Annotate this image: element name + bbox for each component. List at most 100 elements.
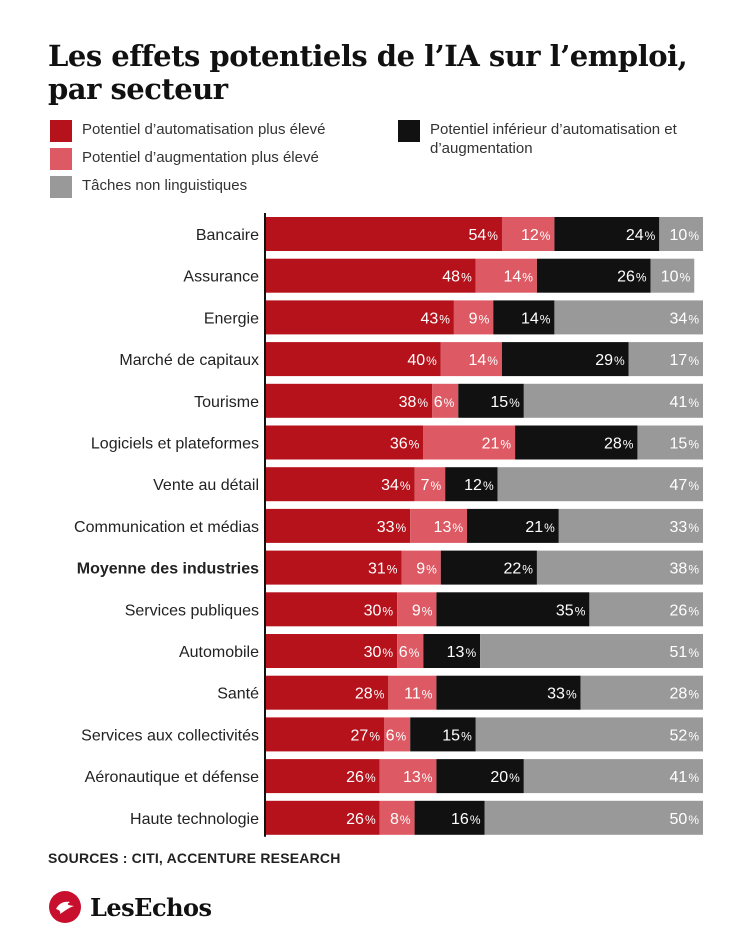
data-label: 34% bbox=[670, 310, 700, 327]
bar-segment bbox=[379, 759, 437, 794]
data-label: 28% bbox=[355, 686, 385, 703]
data-label: 9% bbox=[412, 602, 433, 619]
bar-segment bbox=[453, 300, 494, 335]
data-label: 24% bbox=[626, 227, 656, 244]
data-label: 26% bbox=[617, 269, 647, 286]
legend-label-non-linguistic: Tâches non linguistiques bbox=[82, 177, 248, 194]
bar-segment bbox=[266, 425, 424, 460]
bar-segment bbox=[388, 675, 437, 710]
data-label: 29% bbox=[595, 352, 625, 369]
legend-swatch-lower-potential bbox=[398, 120, 420, 142]
bar-segment bbox=[440, 342, 502, 377]
data-label: 27% bbox=[351, 727, 381, 744]
data-label: 43% bbox=[420, 310, 450, 327]
data-label: 8% bbox=[390, 811, 411, 828]
bar-segment bbox=[401, 550, 441, 585]
brand-name: LesEchos bbox=[90, 892, 212, 922]
data-label: 40% bbox=[407, 352, 437, 369]
data-label: 35% bbox=[556, 602, 586, 619]
bar-segment bbox=[266, 592, 398, 627]
data-label: 31% bbox=[368, 561, 398, 578]
bar-segment bbox=[536, 550, 703, 585]
data-label: 21% bbox=[525, 519, 555, 536]
bar-segment bbox=[436, 592, 590, 627]
bar-segment bbox=[266, 759, 380, 794]
bar-segment bbox=[659, 217, 703, 251]
category-label: Assurance bbox=[183, 269, 259, 286]
data-label: 6% bbox=[434, 394, 455, 411]
data-label: 34% bbox=[381, 477, 411, 494]
data-label: 28% bbox=[670, 686, 700, 703]
bar-segment bbox=[266, 467, 415, 502]
les-echos-logo-icon bbox=[49, 891, 81, 923]
data-label: 26% bbox=[346, 811, 376, 828]
data-label: 26% bbox=[670, 602, 700, 619]
data-label: 14% bbox=[469, 352, 499, 369]
data-label: 21% bbox=[482, 436, 512, 453]
bar-segment bbox=[589, 592, 703, 627]
data-label: 13% bbox=[434, 519, 464, 536]
data-label: 47% bbox=[670, 477, 700, 494]
category-label: Haute technologie bbox=[130, 811, 259, 828]
bar-segment bbox=[480, 634, 703, 668]
bar-segment bbox=[493, 300, 555, 335]
data-label: 38% bbox=[399, 394, 429, 411]
data-label: 33% bbox=[377, 519, 407, 536]
bar-segment bbox=[497, 467, 703, 502]
category-label: Services publiques bbox=[125, 602, 259, 619]
category-label: Tourisme bbox=[194, 394, 259, 411]
category-label: Santé bbox=[217, 686, 259, 703]
data-label: 9% bbox=[469, 310, 490, 327]
bar-segment bbox=[475, 258, 537, 293]
bar-segment bbox=[397, 634, 424, 668]
data-label: 52% bbox=[670, 727, 700, 744]
data-label: 16% bbox=[451, 811, 481, 828]
category-label: Bancaire bbox=[196, 227, 259, 244]
data-label: 36% bbox=[390, 436, 420, 453]
bar-segment bbox=[475, 717, 703, 752]
bar-segment bbox=[558, 508, 703, 543]
category-label: Automobile bbox=[179, 644, 259, 661]
bar-segment bbox=[266, 217, 502, 251]
data-label: 51% bbox=[670, 644, 700, 661]
data-label: 6% bbox=[399, 644, 420, 661]
brand: LesEchos bbox=[48, 890, 212, 924]
data-label: 26% bbox=[346, 769, 376, 786]
data-label: 9% bbox=[416, 561, 437, 578]
legend-label-lower-potential: Potentiel inférieur d’automatisation et … bbox=[430, 121, 677, 157]
bar-segment bbox=[266, 634, 398, 668]
data-label: 30% bbox=[364, 644, 394, 661]
legend-swatch-non-linguistic bbox=[50, 176, 72, 198]
category-label: Communication et médias bbox=[74, 519, 259, 536]
data-label: 6% bbox=[386, 727, 407, 744]
bar-segment bbox=[379, 800, 415, 835]
chart-title: Les effets potentiels de l’IA sur l’empl… bbox=[48, 39, 688, 106]
data-label: 48% bbox=[442, 269, 472, 286]
bar-segment bbox=[266, 800, 380, 835]
data-label: 50% bbox=[670, 811, 700, 828]
legend-label-augmentation: Potentiel d’augmentation plus élevé bbox=[82, 149, 319, 166]
legend-item-automation: Potentiel d’automatisation plus élevé bbox=[50, 120, 326, 142]
legend-item-non-linguistic: Tâches non linguistiques bbox=[50, 176, 247, 198]
bar-segment bbox=[432, 383, 459, 418]
bar-segment bbox=[266, 508, 411, 543]
source-note: SOURCES : CITI, ACCENTURE RESEARCH bbox=[48, 850, 341, 866]
bar-segment bbox=[436, 675, 581, 710]
bar-segment bbox=[445, 467, 498, 502]
legend-label-automation: Potentiel d’automatisation plus élevé bbox=[82, 121, 326, 138]
category-label: Moyenne des industries bbox=[77, 561, 259, 578]
bar-segment bbox=[397, 592, 437, 627]
data-label: 10% bbox=[661, 269, 691, 286]
bar-segment bbox=[536, 258, 651, 293]
data-label: 12% bbox=[464, 477, 494, 494]
bar-segment bbox=[414, 467, 446, 502]
bar-segment bbox=[580, 675, 703, 710]
data-label: 15% bbox=[490, 394, 520, 411]
data-label: 17% bbox=[670, 352, 700, 369]
data-label: 38% bbox=[670, 561, 700, 578]
category-label: Vente au détail bbox=[153, 477, 259, 494]
data-label: 22% bbox=[503, 561, 533, 578]
bar-segment bbox=[523, 383, 703, 418]
bar-segment bbox=[436, 759, 524, 794]
